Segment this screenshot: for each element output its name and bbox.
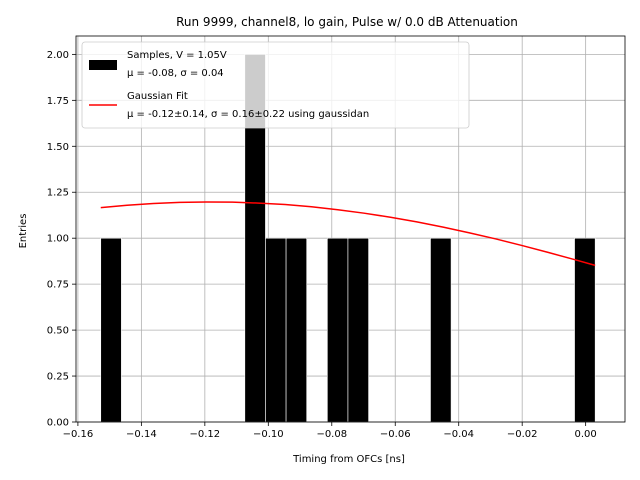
x-axis-ticks: −0.16 −0.14 −0.12 −0.10 −0.08 −0.06 −0.04 −0.02…: [63, 422, 597, 440]
y-tick-label: 1.25: [47, 188, 69, 199]
histogram-bar: [347, 237, 369, 423]
x-tick-label: −0.08: [316, 429, 347, 440]
y-tick-label: 0.75: [47, 280, 69, 291]
x-tick-label: −0.14: [126, 429, 157, 440]
legend-samples-stats: μ = -0.08, σ = 0.04: [127, 68, 224, 79]
histogram-bar: [430, 237, 452, 423]
histogram-bars: [100, 54, 596, 423]
histogram-bar: [327, 237, 349, 423]
y-tick-label: 1.50: [47, 142, 69, 153]
y-axis-ticks: 0.00 0.25 0.50 0.75 1.00 1.25 1.50 1.75 2.00: [47, 50, 76, 429]
chart-title: Run 9999, channel8, lo gain, Pulse w/ 0.…: [176, 15, 518, 29]
x-tick-label: −0.02: [507, 429, 538, 440]
x-tick-label: −0.16: [63, 429, 94, 440]
y-tick-label: 0.25: [47, 372, 69, 383]
y-tick-label: 0.50: [47, 326, 69, 337]
x-axis-label: Timing from OFCs [ns]: [292, 454, 405, 465]
x-tick-label: −0.04: [443, 429, 474, 440]
histogram-bar: [285, 237, 308, 423]
y-tick-label: 0.00: [47, 418, 69, 429]
y-tick-label: 1.00: [47, 234, 69, 245]
fit-curve-layer: [100, 201, 596, 267]
histogram-bar: [265, 237, 287, 423]
plot-frame: [75, 35, 626, 423]
y-tick-label: 2.00: [47, 50, 69, 61]
y-axis-label: Entries: [18, 214, 29, 249]
x-tick-label: −0.10: [253, 429, 284, 440]
legend-samples-swatch: [89, 60, 117, 70]
legend-box: [81, 41, 470, 129]
gaussian-fit-line: [100, 201, 596, 267]
y-tick-label: 1.75: [47, 96, 69, 107]
legend-samples-label: Samples, V = 1.05V: [127, 50, 227, 61]
x-tick-label: −0.06: [380, 429, 411, 440]
legend: Samples, V = 1.05V μ = -0.08, σ = 0.04 G…: [81, 41, 470, 129]
histogram-bar: [574, 237, 596, 423]
x-tick-label: 0.00: [575, 429, 597, 440]
legend-fit-label: Gaussian Fit: [127, 91, 188, 102]
x-tick-label: −0.12: [190, 429, 221, 440]
histogram-bar: [100, 237, 122, 423]
legend-fit-stats: μ = -0.12±0.14, σ = 0.16±0.22 using gaus…: [127, 109, 369, 120]
